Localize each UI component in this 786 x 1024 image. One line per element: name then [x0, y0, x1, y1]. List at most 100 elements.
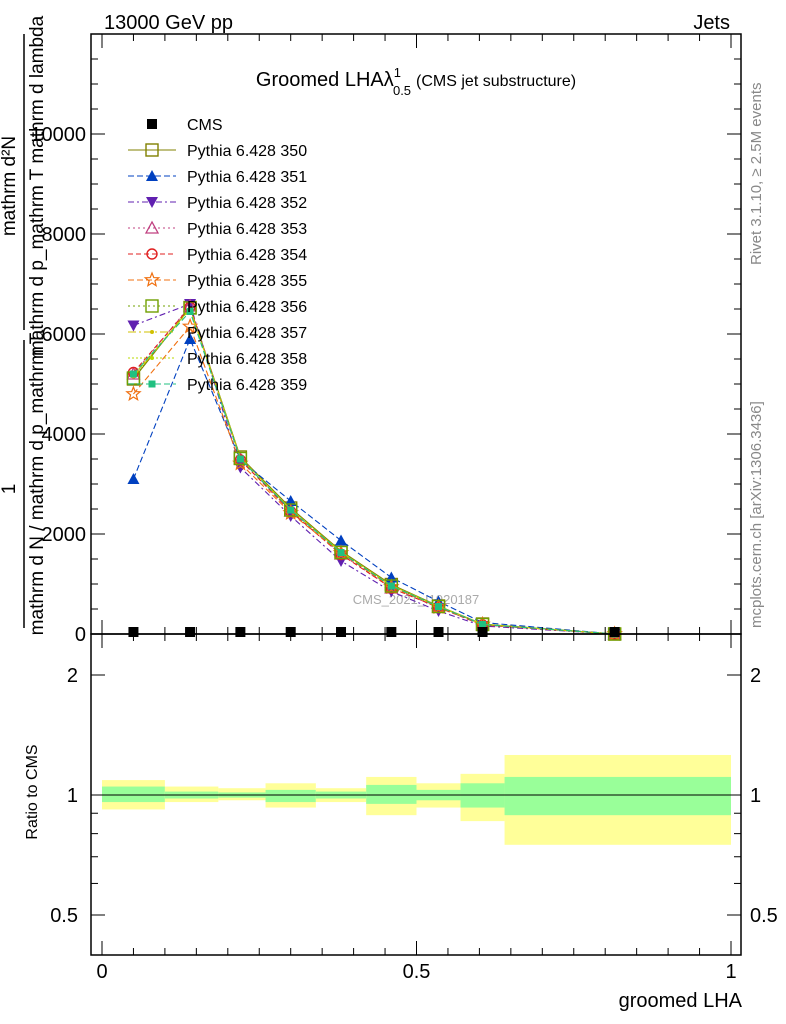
ylabel-denominator-top: mathrm d p_mathrm T mathrm d lambda	[27, 15, 48, 356]
ratio-y-tick-label: 2	[67, 665, 78, 687]
legend-label: Pythia 6.428 358	[187, 351, 307, 368]
ylabel-numerator-top: mathrm d²N	[0, 136, 20, 236]
y-tick-label: 4000	[42, 424, 87, 446]
series-line	[133, 325, 615, 635]
legend-marker	[144, 220, 160, 234]
data-point	[477, 627, 488, 637]
legend-item: Pythia 6.428 356	[128, 299, 307, 316]
ratio-y-tick-label: 1	[67, 785, 78, 807]
y-tick-label: 6000	[42, 324, 87, 346]
legend-marker	[145, 299, 159, 313]
ratio-y-tick-label-right: 0.5	[750, 905, 778, 927]
data-point	[184, 333, 197, 344]
legend: CMS Pythia 6.428 350 Pythia 6.428 351 Pythi…	[128, 117, 307, 394]
ratio-stat-band	[366, 784, 417, 804]
ratio-y-tick-label-right: 2	[750, 665, 761, 687]
legend-marker	[146, 248, 158, 260]
y-tick-label: 8000	[42, 224, 87, 246]
series-line	[133, 307, 615, 635]
x-tick-label: 1	[725, 961, 736, 983]
legend-item: Pythia 6.428 355	[128, 271, 307, 290]
data-point	[185, 627, 196, 637]
data-point	[334, 545, 348, 560]
legend-item: Pythia 6.428 353	[128, 220, 307, 238]
data-point	[387, 582, 395, 590]
data-point	[232, 454, 249, 471]
data-point	[186, 308, 194, 315]
legend-marker	[146, 170, 158, 181]
legend-marker	[150, 356, 154, 360]
header-right: Jets	[693, 12, 730, 34]
legend-marker	[147, 119, 157, 129]
data-point	[433, 627, 444, 637]
axes: 0 2000 4000 6000 8000 10000 0.5 0.5 1 1 2 2 0 0.5 1	[30, 33, 778, 983]
data-point	[435, 603, 443, 610]
ratio-stat-band	[504, 776, 731, 816]
data-point	[127, 473, 140, 484]
data-series	[125, 298, 623, 642]
ratio-ylabel: Ratio to CMS	[24, 744, 41, 839]
legend-marker	[150, 330, 154, 334]
data-point	[236, 455, 244, 463]
y-tick-label: 2000	[42, 524, 87, 546]
data-point	[129, 370, 137, 378]
y-tick-label: 10000	[30, 124, 86, 146]
data-point	[335, 534, 348, 546]
ratio-stat-band	[265, 789, 316, 803]
legend-label: Pythia 6.428 353	[187, 221, 307, 238]
data-point	[284, 503, 298, 517]
legend-item: Pythia 6.428 358	[128, 351, 307, 368]
data-point	[284, 495, 297, 506]
legend-item: Pythia 6.428 352	[128, 195, 307, 212]
rivet-version-text: Rivet 3.1.10, ≥ 2.5M events	[748, 83, 765, 266]
ratio-y-tick-label: 0.5	[50, 905, 78, 927]
data-point	[384, 579, 399, 593]
chart-title: Groomed LHAλ1 0.5(CMS jet substructure)	[256, 65, 576, 98]
legend-item: Pythia 6.428 354	[128, 247, 307, 264]
data-point	[287, 506, 295, 514]
legend-marker	[145, 143, 159, 157]
legend-item: Pythia 6.428 350	[128, 143, 307, 160]
y-tick-label: 0	[75, 624, 86, 646]
x-tick-label: 0.5	[403, 961, 431, 983]
legend-label: Pythia 6.428 355	[187, 273, 307, 290]
legend-label: Pythia 6.428 359	[187, 377, 307, 394]
ratio-y-tick-label-right: 1	[750, 785, 761, 807]
series-pythia-6-428-359	[129, 308, 619, 638]
legend-label: Pythia 6.428 351	[187, 169, 307, 186]
data-point	[235, 627, 246, 637]
data-point	[386, 627, 397, 637]
legend-item: Pythia 6.428 351	[128, 169, 307, 186]
data-point	[125, 385, 142, 402]
legend-item: CMS	[147, 117, 223, 134]
legend-marker	[146, 197, 158, 208]
mcplots-credit-text: mcplots.cern.ch [arXiv:1306.3436]	[748, 401, 765, 628]
data-point	[336, 627, 347, 637]
x-tick-label: 0	[96, 961, 107, 983]
legend-marker	[148, 380, 156, 388]
legend-item: Pythia 6.428 357	[128, 325, 307, 342]
legend-label: Pythia 6.428 357	[187, 325, 307, 342]
x-axis-label: groomed LHA	[619, 990, 743, 1012]
data-point	[233, 451, 248, 466]
data-point	[337, 549, 345, 556]
legend-item: Pythia 6.428 359	[128, 377, 307, 394]
data-point	[479, 621, 487, 628]
data-point	[127, 320, 140, 332]
ylabel-one: 1	[0, 484, 20, 495]
legend-label: Pythia 6.428 350	[187, 143, 307, 160]
header-left: 13000 GeV pp	[104, 12, 233, 34]
data-point	[431, 599, 446, 614]
series-line	[133, 310, 615, 635]
ratio-stat-band	[102, 786, 165, 803]
legend-marker	[143, 271, 161, 288]
legend-label: Pythia 6.428 356	[187, 299, 307, 316]
main-ylabel: mathrm d²N mathrm d p_mathrm T mathrm d …	[0, 15, 48, 635]
legend-label: Pythia 6.428 354	[187, 247, 307, 264]
ylabel-denominator-bottom: mathrm d N / mathrm d p_mathrm T	[27, 332, 48, 635]
legend-label: Pythia 6.428 352	[187, 195, 307, 212]
analysis-watermark: CMS_2021_I1920187	[353, 592, 480, 607]
data-point	[609, 627, 620, 637]
legend-label: CMS	[187, 117, 223, 134]
